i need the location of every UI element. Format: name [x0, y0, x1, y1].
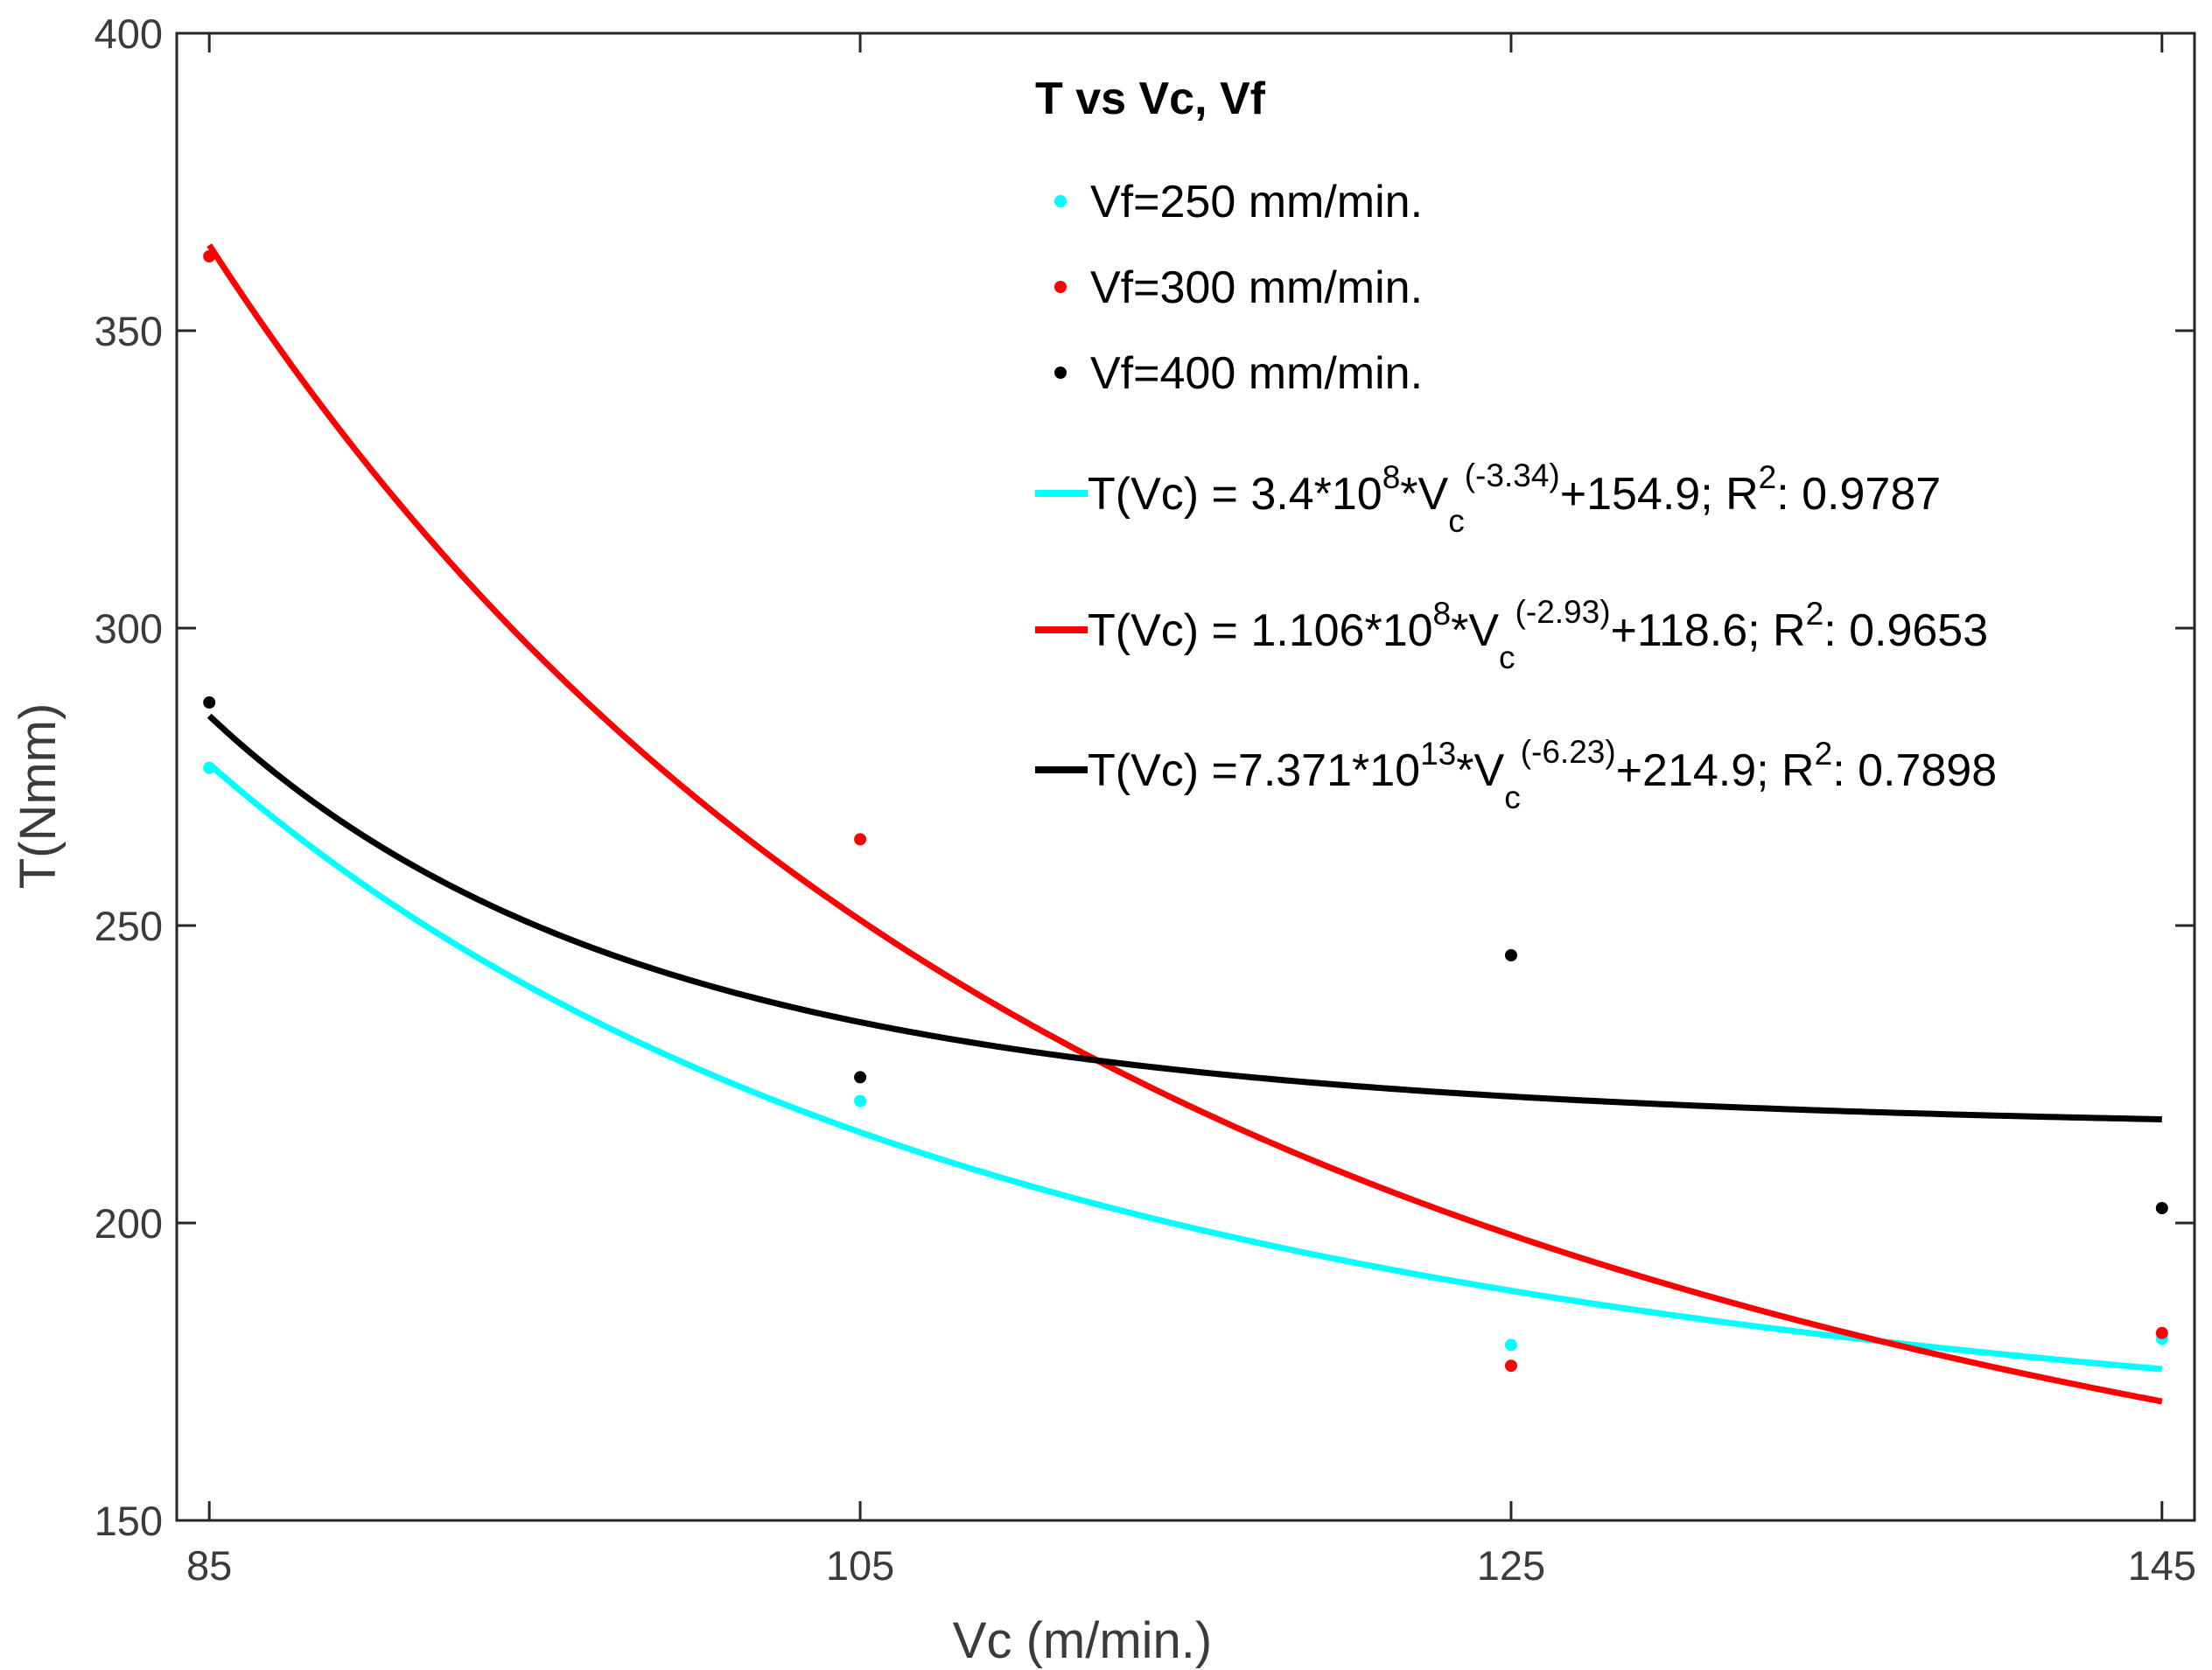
legend-marker: [1054, 195, 1067, 207]
fit-curve-2: [206, 243, 2163, 1405]
data-point-series-1: [854, 1094, 867, 1108]
y-tick-label: 300: [94, 605, 163, 652]
legend-item-series-2: Vf=300 mm/min.: [1054, 262, 1423, 313]
y-tick-label: 150: [94, 1498, 163, 1544]
data-point-series-3: [203, 696, 216, 709]
data-point-series-1: [1504, 1338, 1517, 1352]
y-tick-label: 350: [94, 308, 163, 354]
legend-item-fit-3: T(Vc) =7.371*1013*Vc(-6.23)+214.9; R2: 0…: [1035, 734, 1997, 815]
legend: T vs Vc, Vf Vf=250 mm/min. Vf=300 mm/min.…: [1035, 73, 1997, 815]
x-tick-label: 125: [1477, 1542, 1545, 1589]
data-point-series-1: [203, 761, 216, 774]
x-tick-label: 105: [826, 1542, 894, 1589]
data-point-series-3: [854, 1071, 867, 1084]
legend-label: Vf=400 mm/min.: [1090, 348, 1423, 399]
x-axis-label: Vc (m/min.): [953, 1612, 1212, 1669]
legend-item-fit-2: T(Vc) = 1.106*108*Vc(-2.93)+118.6; R2: 0…: [1035, 594, 1988, 675]
data-point-series-2: [854, 833, 867, 846]
x-tick-label: 145: [2128, 1542, 2196, 1589]
legend-marker: [1054, 281, 1067, 293]
plot-frame: [175, 31, 2196, 1522]
data-point-series-3: [1504, 949, 1517, 961]
y-tick-label: 200: [94, 1200, 163, 1247]
y-tick-label: 400: [94, 10, 163, 57]
legend-item-series-1: Vf=250 mm/min.: [1054, 177, 1423, 227]
fit-equation: T(Vc) = 1.106*108*Vc(-2.93)+118.6; R2: 0…: [1088, 594, 1988, 675]
legend-item-series-3: Vf=400 mm/min.: [1054, 348, 1423, 399]
data-point-series-2: [1504, 1359, 1517, 1373]
fit-equation: T(Vc) =7.371*1013*Vc(-6.23)+214.9; R2: 0…: [1088, 734, 1997, 815]
legend-marker: [1054, 367, 1067, 379]
fit-curve-3: [206, 713, 2162, 1123]
chart-title: T vs Vc, Vf: [1035, 73, 1266, 124]
x-tick-label: 85: [186, 1542, 232, 1589]
fit-curve-1: [206, 761, 2163, 1373]
data-point-series-3: [2155, 1202, 2168, 1214]
data-point-series-2: [2155, 1326, 2168, 1339]
fit-equation: T(Vc) = 3.4*108*Vc(-3.34)+154.9; R2: 0.9…: [1088, 458, 1941, 539]
y-tick-label: 250: [94, 903, 163, 949]
data-point-series-2: [203, 250, 216, 262]
y-axis-label: T(Nmm): [10, 703, 66, 890]
legend-label: Vf=300 mm/min.: [1090, 262, 1423, 313]
legend-label: Vf=250 mm/min.: [1090, 177, 1423, 227]
legend-item-fit-1: T(Vc) = 3.4*108*Vc(-3.34)+154.9; R2: 0.9…: [1035, 458, 1941, 539]
